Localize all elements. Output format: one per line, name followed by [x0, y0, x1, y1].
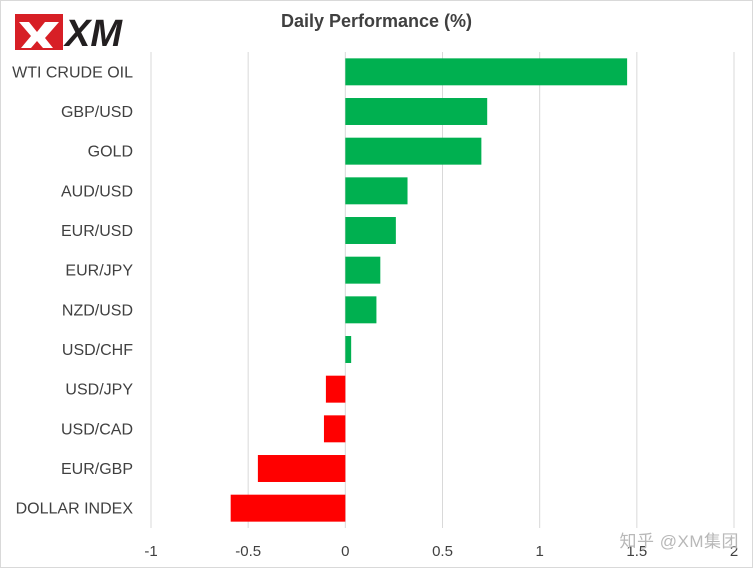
bar — [345, 256, 381, 284]
category-label: WTI CRUDE OIL — [12, 64, 133, 81]
category-label: EUR/JPY — [65, 263, 133, 280]
category-label: USD/JPY — [65, 382, 133, 399]
category-label: EUR/GBP — [61, 461, 133, 478]
logo-text: XM — [63, 13, 123, 54]
category-label: EUR/USD — [61, 223, 133, 240]
bars — [230, 58, 628, 522]
bar — [345, 58, 628, 86]
x-tick-label: -0.5 — [235, 543, 261, 560]
category-label: DOLLAR INDEX — [16, 501, 134, 518]
bar — [257, 455, 346, 482]
bar — [345, 137, 482, 165]
bar — [345, 98, 488, 125]
chart-title: Daily Performance (%) — [280, 11, 473, 31]
category-label: NZD/USD — [62, 302, 133, 319]
bar — [345, 217, 396, 244]
bar — [345, 336, 352, 363]
x-tick-label: 1.5 — [626, 543, 647, 560]
watermark: 知乎 @XM集团 — [619, 532, 739, 551]
category-label: GOLD — [88, 144, 133, 161]
x-tick-label: 0 — [341, 543, 349, 560]
category-label: USD/CHF — [62, 342, 133, 359]
category-label: GBP/USD — [61, 104, 133, 121]
bar — [325, 375, 346, 403]
bar — [345, 296, 377, 324]
grid-lines — [150, 52, 735, 528]
bar — [230, 494, 346, 522]
category-label: USD/CAD — [61, 421, 133, 438]
logo-bull-icon — [19, 22, 59, 48]
chart-title-wrapper: Daily Performance (%) — [0, 11, 753, 32]
bar — [345, 177, 408, 205]
x-tick-label: 1 — [535, 543, 543, 560]
bar — [323, 415, 346, 443]
category-label: AUD/USD — [61, 183, 133, 200]
xm-logo: XM — [15, 13, 123, 54]
x-tick-label: -1 — [144, 543, 157, 560]
x-tick-label: 2 — [730, 543, 738, 560]
x-tick-label: 0.5 — [432, 543, 453, 560]
tick-labels: -1 -0.5 0 0.5 1 1.5 2 — [144, 543, 738, 560]
category-labels: WTI CRUDE OIL GBP/USD GOLD AUD/USD EUR/USD EU… — [12, 64, 133, 517]
